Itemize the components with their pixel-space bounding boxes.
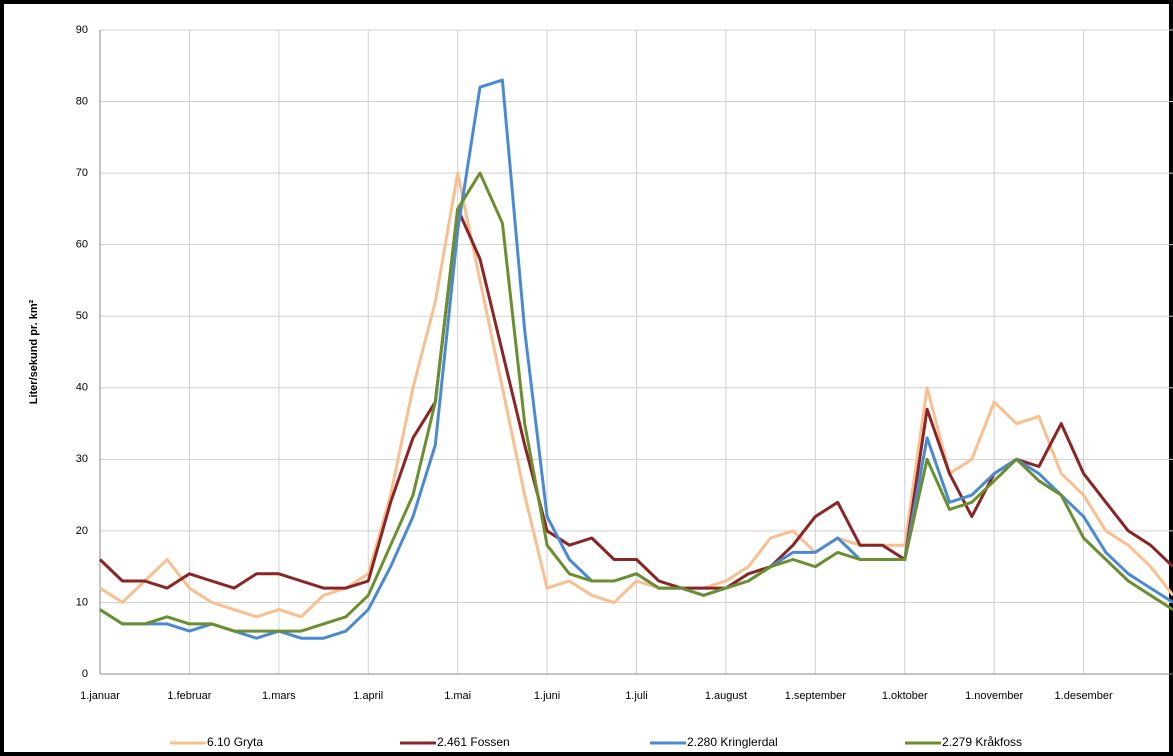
x-tick-label: 1.november: [965, 690, 1023, 702]
y-tick-label: 30: [76, 453, 88, 465]
x-tick-label: 1.mai: [444, 690, 471, 702]
legend-label: 6.10 Gryta: [207, 735, 263, 749]
y-tick-label: 10: [76, 596, 88, 608]
x-tick-label: 1.august: [705, 690, 747, 702]
y-tick-label: 0: [82, 668, 88, 680]
x-tick-label: 1.februar: [167, 690, 211, 702]
y-tick-label: 80: [76, 95, 88, 107]
y-tick-label: 60: [76, 239, 88, 251]
x-tick-label: 1.mars: [262, 690, 296, 702]
x-tick-label: 1.september: [785, 690, 846, 702]
x-tick-label: 1.april: [353, 690, 383, 702]
y-tick-label: 20: [76, 525, 88, 537]
series-line: [99, 171, 1173, 633]
y-tick-label: 90: [76, 24, 88, 36]
series-line: [99, 171, 1173, 619]
x-tick-label: 1.januar: [80, 690, 120, 702]
legend-label: 2.279 Kråkfoss: [942, 735, 1022, 749]
y-tick-label: 50: [76, 310, 88, 322]
legend-label: 2.461 Fossen: [437, 735, 510, 749]
x-tick-label: 1.desember: [1055, 690, 1113, 702]
y-axis-label: Liter/sekund pr. km²: [28, 299, 40, 404]
y-tick-label: 40: [76, 382, 88, 394]
x-tick-label: 1.juli: [625, 690, 648, 702]
legend-label: 2.280 Kringlerdal: [687, 735, 778, 749]
x-tick-label: 1.oktober: [882, 690, 928, 702]
y-tick-label: 70: [76, 167, 88, 179]
x-tick-label: 1.juni: [534, 690, 560, 702]
